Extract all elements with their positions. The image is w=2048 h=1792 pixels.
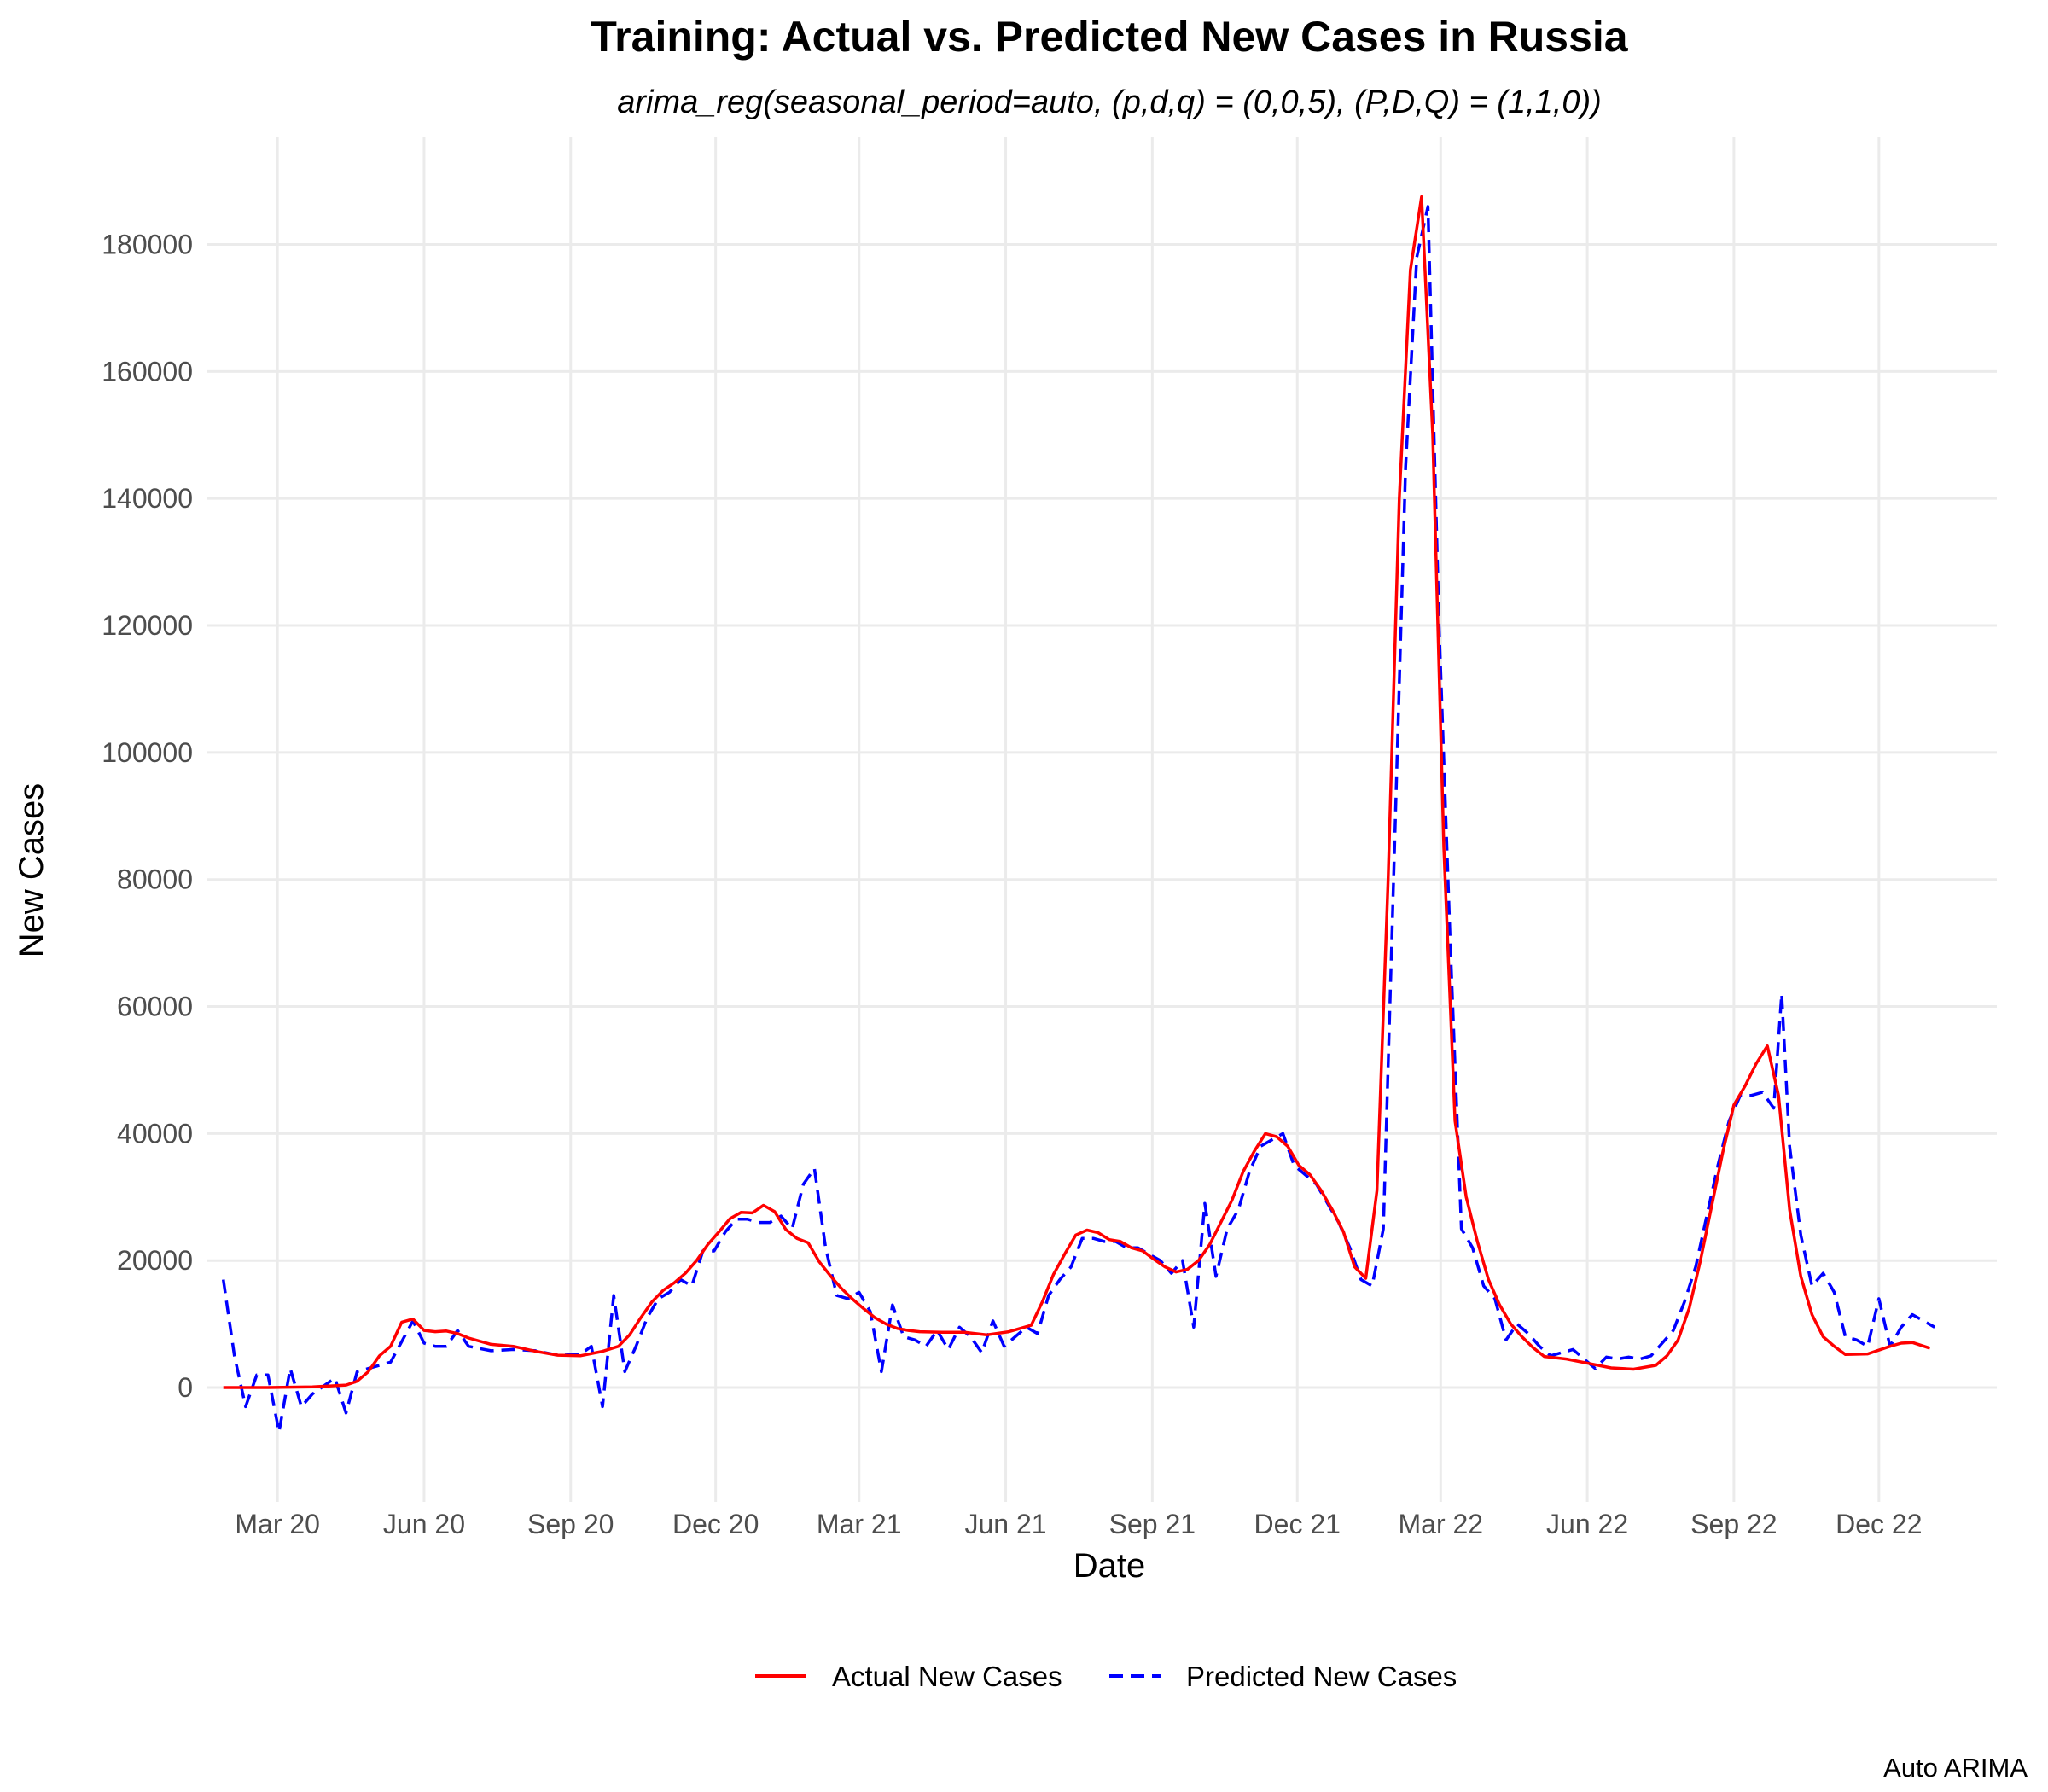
actual-series-line <box>223 195 1931 1389</box>
legend: Actual New Cases Predicted New Cases <box>755 1661 1457 1692</box>
legend-label: Actual New Cases <box>832 1661 1062 1692</box>
chart-subtitle: arima_reg(seasonal_period=auto, (p,d,q) … <box>617 84 1602 120</box>
x-axis-title: Date <box>1073 1547 1146 1585</box>
x-tick-label: Jun 20 <box>383 1509 465 1539</box>
x-tick-label: Mar 20 <box>235 1509 320 1539</box>
x-tick-label: Mar 21 <box>817 1509 902 1539</box>
legend-label: Predicted New Cases <box>1186 1661 1457 1692</box>
x-tick-label: Dec 20 <box>672 1509 759 1539</box>
y-tick-label: 0 <box>177 1372 193 1403</box>
series-lines <box>221 195 1936 1434</box>
y-tick-label: 60000 <box>117 992 193 1022</box>
x-tick-label: Sep 20 <box>527 1509 614 1539</box>
legend-item-actual: Actual New Cases <box>755 1661 1062 1692</box>
x-tick-label: Dec 21 <box>1254 1509 1341 1539</box>
y-tick-label: 80000 <box>117 864 193 895</box>
y-tick-label: 180000 <box>102 230 193 260</box>
x-tick-label: Jun 22 <box>1546 1509 1628 1539</box>
y-tick-label: 120000 <box>102 610 193 641</box>
x-axis-ticks: Mar 20 Jun 20 Sep 20 Dec 20 Mar 21 Jun 21 Sep … <box>235 1509 1922 1539</box>
y-axis-title: New Cases <box>13 783 50 958</box>
y-tick-label: 140000 <box>102 483 193 514</box>
y-tick-label: 100000 <box>102 737 193 768</box>
y-tick-label: 40000 <box>117 1118 193 1149</box>
legend-item-predicted: Predicted New Cases <box>1109 1661 1457 1692</box>
x-tick-label: Mar 22 <box>1399 1509 1484 1539</box>
chart-caption: Auto ARIMA <box>1883 1753 2028 1783</box>
x-tick-label: Dec 22 <box>1836 1509 1922 1539</box>
y-axis-ticks: 0 20000 40000 60000 80000 100000 120000 140000 1… <box>102 230 193 1404</box>
y-tick-label: 20000 <box>117 1245 193 1276</box>
grid <box>207 137 1997 1502</box>
chart-title: Training: Actual vs. Predicted New Cases… <box>591 13 1628 61</box>
y-tick-label: 160000 <box>102 356 193 387</box>
x-tick-label: Jun 21 <box>964 1509 1046 1539</box>
predicted-series-line <box>221 205 1936 1434</box>
x-tick-label: Sep 22 <box>1690 1509 1777 1539</box>
x-tick-label: Sep 21 <box>1109 1509 1196 1539</box>
